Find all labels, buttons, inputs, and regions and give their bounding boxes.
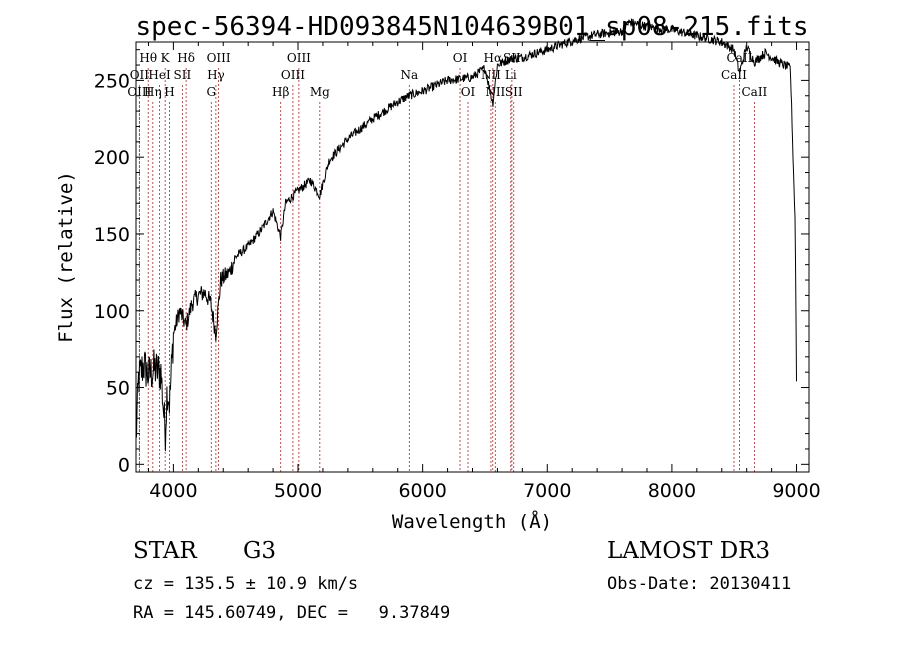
line-label: Hβ — [272, 85, 289, 99]
y-tick-label: 0 — [118, 454, 130, 476]
x-tick-label: 7000 — [523, 480, 571, 502]
spectral-line-markers — [138, 68, 755, 472]
line-label: Hθ — [139, 51, 157, 65]
line-label: OIII — [287, 51, 311, 65]
x-tick-label: 8000 — [648, 480, 696, 502]
line-label: HeI — [148, 68, 171, 82]
subclass: G3 — [243, 538, 277, 564]
survey-name: LAMOST DR3 — [607, 538, 771, 564]
y-axis-ticks: 0 50 100 150 200 250 — [94, 49, 809, 476]
object-type: STAR — [133, 538, 197, 564]
x-tick-label: 4000 — [149, 480, 197, 502]
line-label: SII — [174, 68, 192, 82]
x-tick-label: 5000 — [274, 480, 322, 502]
obs-date: Obs-Date: 20130411 — [607, 574, 792, 594]
y-tick-label: 150 — [94, 224, 130, 246]
line-label: OIII — [127, 85, 151, 99]
line-label: Hα — [484, 51, 503, 65]
line-label: CaII — [727, 51, 753, 65]
y-tick-label: 100 — [94, 301, 130, 323]
line-label: OIII — [281, 68, 305, 82]
line-label: CaII — [721, 68, 747, 82]
x-tick-label: 6000 — [398, 480, 446, 502]
x-tick-label: 9000 — [772, 480, 820, 502]
line-label: Na — [400, 68, 418, 82]
line-label: K — [161, 51, 171, 65]
y-axis-label: Flux (relative) — [55, 171, 77, 343]
y-tick-label: 50 — [106, 378, 130, 400]
line-label: Hδ — [177, 51, 195, 65]
y-tick-label: 200 — [94, 147, 130, 169]
line-label: Mg — [310, 85, 330, 99]
line-label: CaII — [741, 85, 767, 99]
line-label: OII — [130, 68, 150, 82]
line-label: G — [206, 85, 216, 99]
x-axis-ticks: 4000 5000 6000 7000 8000 9000 — [147, 42, 821, 502]
redshift-value: cz = 135.5 ± 10.9 km/s — [133, 574, 359, 594]
line-label: Hη — [144, 85, 162, 99]
spectrum-line — [135, 18, 797, 452]
x-axis-label: Wavelength (Å) — [392, 510, 552, 533]
chart-title: spec-56394-HD093845N104639B01_sp08-215.f… — [135, 12, 808, 42]
line-label: OIII — [207, 51, 231, 65]
line-label: SII — [505, 85, 523, 99]
line-label: NII — [485, 85, 505, 99]
line-label: OI — [453, 51, 468, 65]
line-label: OI — [461, 85, 476, 99]
coordinates: RA = 145.60749, DEC = 9.37849 — [133, 603, 451, 623]
y-tick-label: 250 — [94, 70, 130, 92]
line-label: Hγ — [207, 68, 225, 82]
line-label: Li — [505, 68, 517, 82]
line-label: H — [164, 85, 174, 99]
